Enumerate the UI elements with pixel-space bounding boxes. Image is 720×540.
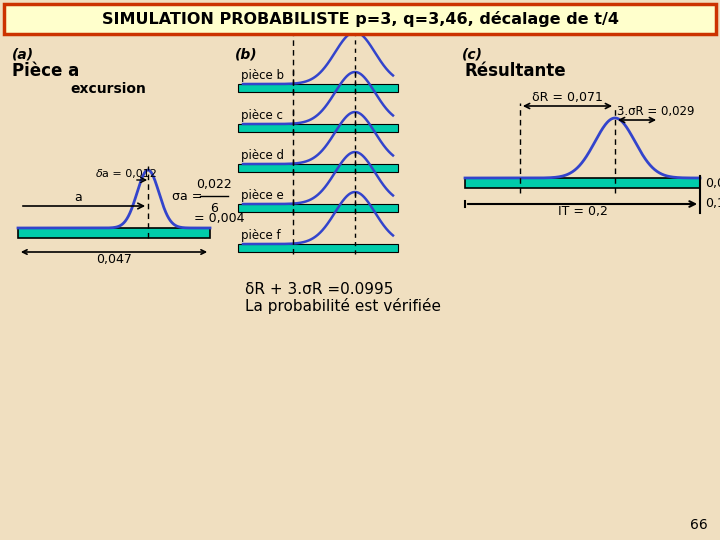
Bar bbox=[465, 178, 700, 188]
Text: (a): (a) bbox=[12, 48, 34, 62]
Text: δR = 0,071: δR = 0,071 bbox=[532, 91, 603, 104]
Text: La probabilité est vérifiée: La probabilité est vérifiée bbox=[245, 298, 441, 314]
Text: 0,022: 0,022 bbox=[196, 178, 232, 191]
Text: = 0,004: = 0,004 bbox=[194, 212, 245, 225]
Text: excursion: excursion bbox=[70, 82, 146, 96]
Text: a: a bbox=[74, 191, 82, 204]
Text: pièce f: pièce f bbox=[241, 229, 281, 242]
Text: σa =: σa = bbox=[172, 190, 202, 202]
Text: 0,1: 0,1 bbox=[705, 198, 720, 211]
Text: 66: 66 bbox=[690, 518, 708, 532]
Bar bbox=[4, 4, 716, 34]
Text: 6: 6 bbox=[210, 202, 218, 215]
Text: pièce c: pièce c bbox=[241, 109, 283, 122]
Text: pièce d: pièce d bbox=[241, 149, 284, 162]
Bar bbox=[238, 124, 398, 132]
Bar bbox=[238, 204, 398, 212]
Bar bbox=[238, 164, 398, 172]
Text: 3.σR = 0,029: 3.σR = 0,029 bbox=[617, 105, 695, 118]
Text: (b): (b) bbox=[235, 48, 258, 62]
Bar bbox=[238, 244, 398, 252]
Bar bbox=[238, 84, 398, 92]
Text: (c): (c) bbox=[462, 48, 483, 62]
Text: δ: δ bbox=[96, 169, 103, 179]
Text: SIMULATION PROBABILISTE p=3, q=3,46, décalage de t/4: SIMULATION PROBABILISTE p=3, q=3,46, déc… bbox=[102, 11, 618, 27]
Text: Résultante: Résultante bbox=[465, 62, 567, 80]
Text: 0,099: 0,099 bbox=[705, 177, 720, 190]
Bar bbox=[18, 228, 210, 238]
Text: 0,047: 0,047 bbox=[96, 253, 132, 266]
Text: pièce e: pièce e bbox=[241, 189, 284, 202]
Text: IT = 0,2: IT = 0,2 bbox=[557, 205, 608, 218]
Text: Pièce a: Pièce a bbox=[12, 62, 79, 80]
Text: δR + 3.σR =0.0995: δR + 3.σR =0.0995 bbox=[245, 282, 393, 297]
Text: pièce b: pièce b bbox=[241, 69, 284, 82]
Text: a = 0,012: a = 0,012 bbox=[102, 169, 157, 179]
